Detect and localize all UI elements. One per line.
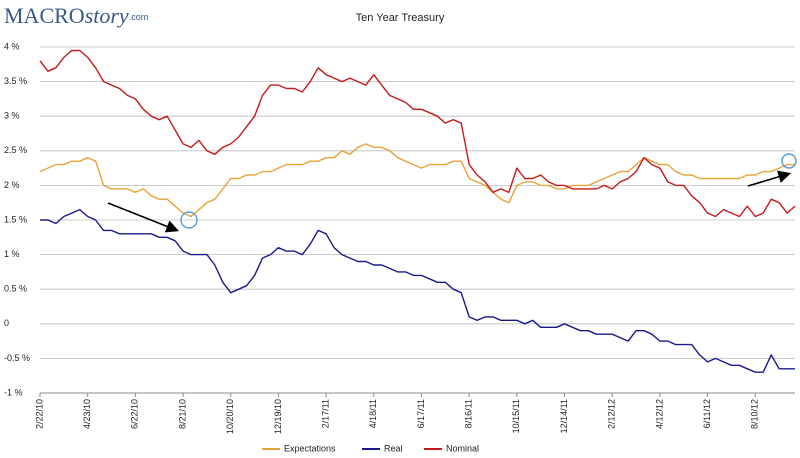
line-series [39,143,795,218]
brand-domain: .com [129,12,149,22]
x-tick-label: 4/23/10 [82,399,92,429]
x-tick-label: 10/20/10 [225,399,235,434]
x-tick-label: 12/14/11 [559,399,569,433]
x-tick-label: 4/12/12 [654,399,664,429]
line-series [39,49,796,218]
annotations [107,153,797,233]
brand: MACROstory.com [4,3,148,28]
x-tick-label: 2/22/10 [34,399,44,429]
x-tick-label: 8/16/11 [464,399,474,428]
brand-name: MACRO [4,3,85,28]
line-series [40,208,795,373]
y-tick-label: -1 % [4,387,23,397]
legend-label: Expectations [284,443,336,453]
y-tick-label: 1.5 % [4,214,27,224]
grid: -1 % -0.5 % 0 0.5 % 1 % 1.5 % 2 % 2.5 % 3 % 3.5 %… [4,41,795,434]
arrow [747,170,792,187]
highlight-circle [781,153,797,169]
y-tick-label: 2.5 % [4,145,27,155]
chart-title: Ten Year Treasury [356,12,445,24]
x-tick-label: 6/11/12 [702,399,712,428]
legend-label: Nominal [446,443,479,453]
y-tick-label: 2 % [4,180,20,190]
x-tick-label: 4/18/11 [368,399,378,428]
highlight-circle [180,211,198,229]
x-tick-label: 10/15/11 [511,399,521,433]
y-tick-label: -0.5 % [4,353,30,363]
y-tick-label: 0 [4,318,9,328]
y-tick-label: 3.5 % [4,76,27,86]
y-tick-label: 0.5 % [4,284,27,294]
x-tick-label: 8/10/12 [750,399,760,429]
x-tick-label: 12/19/10 [273,399,283,434]
arrow [107,202,179,233]
x-tick-label: 6/17/11 [416,399,426,428]
y-tick-label: 1 % [4,249,20,259]
x-tick-label: 2/12/12 [607,399,617,429]
y-tick-label: 4 % [4,41,20,51]
x-tick-label: 6/22/10 [130,399,140,429]
y-tick-label: 3 % [4,111,20,121]
lines [39,49,796,373]
x-tick-label: 8/21/10 [177,399,187,429]
x-tick-label: 2/17/11 [320,399,330,428]
legend: Expectations Real Nominal [262,443,479,453]
brand-suffix: story [85,3,129,28]
legend-label: Real [384,443,403,453]
